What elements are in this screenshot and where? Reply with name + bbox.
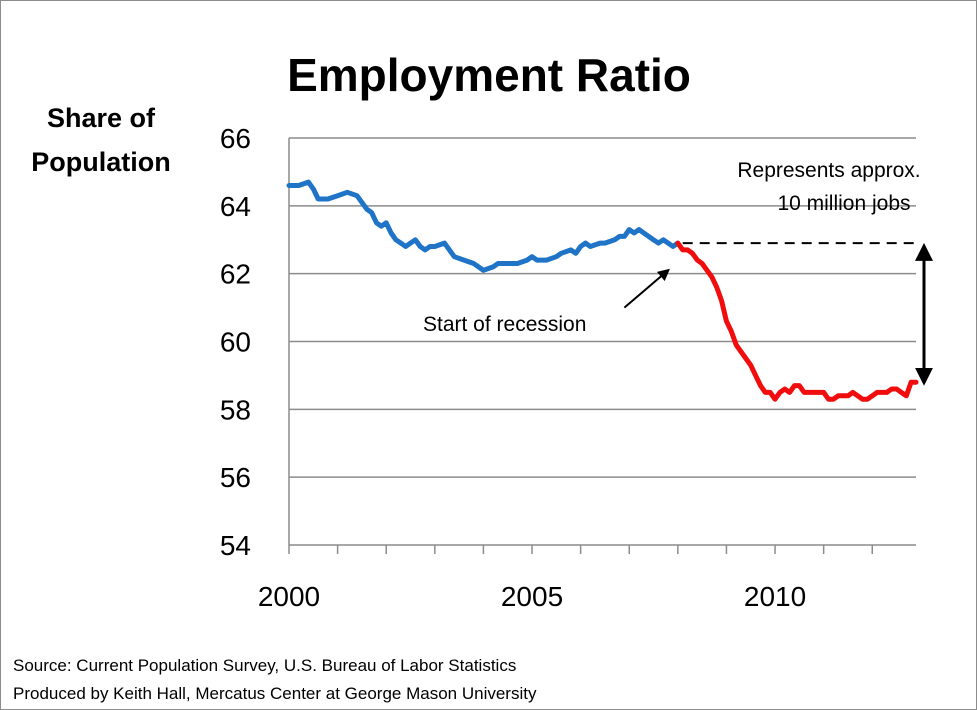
gap-annotation-line-1: Represents approx. bbox=[737, 159, 920, 182]
y-tick-label-56: 56 bbox=[220, 462, 251, 493]
source-note-line-2: Produced by Keith Hall, Mercatus Center … bbox=[13, 684, 537, 703]
y-tick-label-64: 64 bbox=[220, 191, 251, 222]
gap-annotation-line-2: 10 million jobs bbox=[777, 192, 910, 215]
y-tick-label-62: 62 bbox=[220, 259, 251, 290]
y-axis-label-line-1: Share of bbox=[47, 103, 156, 133]
y-tick-label-66: 66 bbox=[220, 123, 251, 154]
x-tick-label-2000: 2000 bbox=[258, 581, 320, 612]
axes bbox=[288, 138, 916, 554]
gridlines bbox=[289, 137, 916, 478]
y-tick-label-60: 60 bbox=[220, 327, 251, 358]
x-tick-label-2005: 2005 bbox=[501, 581, 563, 612]
x-tick-label-2010: 2010 bbox=[744, 581, 806, 612]
chart-title: Employment Ratio bbox=[287, 49, 691, 101]
series-line-2 bbox=[675, 240, 919, 402]
y-tick-label-58: 58 bbox=[220, 394, 251, 425]
recession-annotation-text: Start of recession bbox=[423, 313, 586, 336]
series-lines bbox=[286, 179, 919, 402]
y-tick-labels: 54 56 58 60 62 64 66 bbox=[220, 123, 251, 561]
annotations bbox=[623, 242, 933, 386]
y-axis-label-line-2: Population bbox=[31, 147, 170, 177]
y-tick-label-54: 54 bbox=[220, 530, 251, 561]
recession-arrow bbox=[623, 268, 670, 309]
x-tick-labels: 2000 2005 2010 bbox=[258, 581, 806, 612]
source-note-line-1: Source: Current Population Survey, U.S. … bbox=[13, 656, 516, 675]
series-line-1 bbox=[286, 179, 681, 273]
